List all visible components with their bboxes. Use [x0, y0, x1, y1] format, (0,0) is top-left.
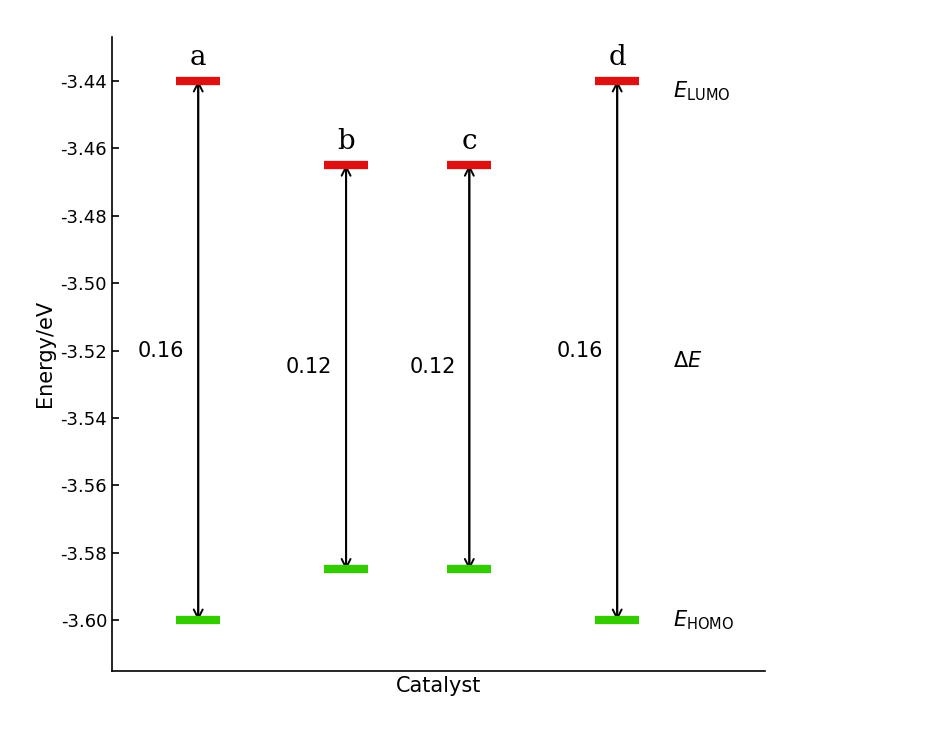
Text: 0.12: 0.12	[285, 358, 332, 378]
Text: c: c	[462, 128, 477, 155]
Text: 0.16: 0.16	[138, 340, 185, 361]
Text: $E_{\rm HOMO}$: $E_{\rm HOMO}$	[673, 608, 733, 632]
Text: d: d	[608, 44, 626, 71]
X-axis label: Catalyst: Catalyst	[396, 676, 481, 696]
Text: 0.12: 0.12	[410, 358, 455, 378]
Text: $\Delta E$: $\Delta E$	[673, 351, 702, 370]
Text: 0.16: 0.16	[557, 340, 604, 361]
Y-axis label: Energy/eV: Energy/eV	[35, 300, 55, 408]
Text: a: a	[190, 44, 206, 71]
Text: b: b	[337, 128, 355, 155]
Text: $E_{\rm LUMO}$: $E_{\rm LUMO}$	[673, 80, 730, 103]
